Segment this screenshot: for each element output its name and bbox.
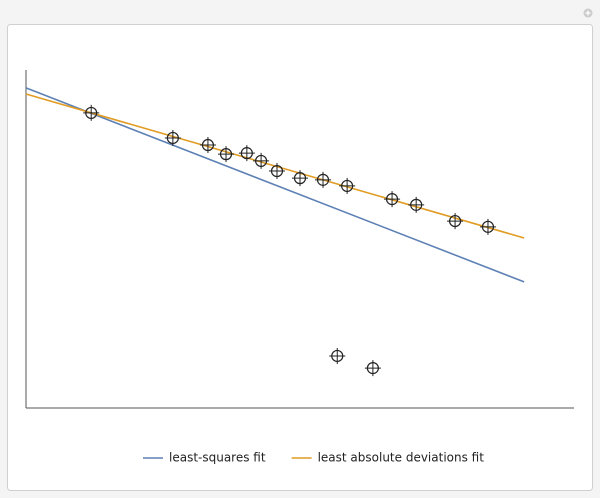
data-point [408,196,425,213]
data-point [384,191,401,208]
data-point [329,347,346,364]
point-cross [315,171,332,188]
point-cross [199,137,216,154]
data-point [83,104,100,121]
point-cross [339,177,356,194]
fit-line [25,87,525,283]
point-cross [292,170,308,187]
point-cross [329,347,346,364]
point-cross [238,145,255,162]
data-point [447,213,464,230]
point-cross [253,152,270,169]
point-cross [164,129,181,146]
options-icon [585,10,591,16]
data-point [238,145,255,162]
point-cross [447,213,464,230]
data-point [479,218,496,235]
point-cross [268,163,285,180]
data-point [364,360,381,377]
data-point [339,177,356,194]
data-point [164,129,181,146]
point-cross [479,218,496,235]
point-cross [364,360,381,377]
data-point [268,163,285,180]
point-cross [408,196,425,213]
point-cross [218,146,235,163]
data-point [292,170,308,187]
data-point [253,152,270,169]
content-area [7,24,593,491]
point-cross [384,191,401,208]
data-point [218,146,235,163]
legend-label: least absolute deviations fit [318,451,485,465]
point-cross [83,104,100,121]
data-point [315,171,332,188]
legend-label: least-squares fit [169,451,266,465]
data-point [199,137,216,154]
